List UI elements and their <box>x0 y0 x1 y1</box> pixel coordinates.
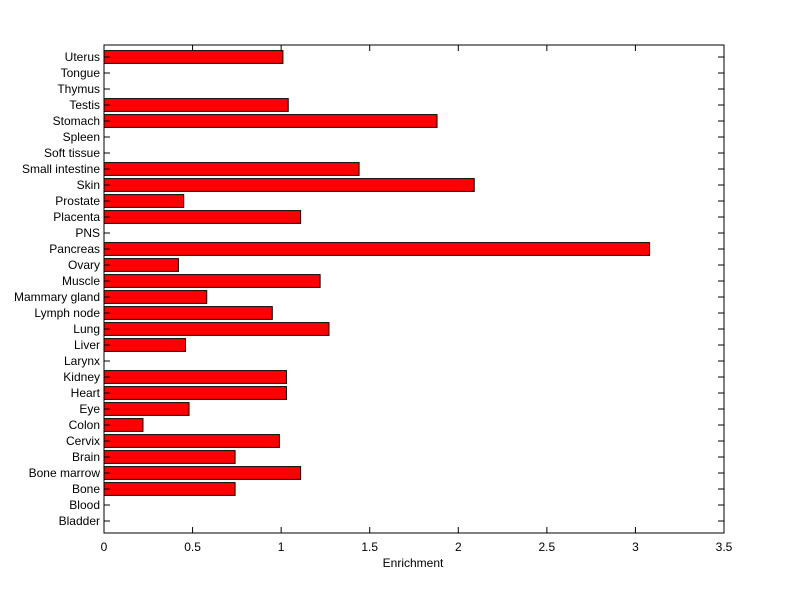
y-tick-label: Ovary <box>68 258 100 272</box>
x-tick-label: 0.5 <box>184 540 201 554</box>
bar-mammary-gland <box>103 290 208 304</box>
bar-lung <box>103 322 330 336</box>
y-tick-label: Kidney <box>63 370 100 384</box>
y-tick-label: Bone <box>72 482 100 496</box>
y-tick-label: Tongue <box>61 66 101 80</box>
bar-bone-marrow <box>103 466 302 480</box>
x-tick-label: 0 <box>101 540 108 554</box>
x-tick-label: 1.5 <box>361 540 378 554</box>
x-tick-label: 3.5 <box>716 540 733 554</box>
y-tick-label: Soft tissue <box>44 146 100 160</box>
y-tick-label: Lung <box>73 322 100 336</box>
bar-testis <box>103 98 289 112</box>
bar-liver <box>103 338 186 352</box>
bar-muscle <box>103 274 321 288</box>
bar-bone <box>103 482 236 496</box>
y-tick-label: Placenta <box>53 210 100 224</box>
plot-frame <box>103 44 725 534</box>
bar-skin <box>103 178 475 192</box>
bar-cervix <box>103 434 280 448</box>
bar-lymph-node <box>103 306 273 320</box>
y-tick-label: Bone marrow <box>29 466 101 480</box>
bar-brain <box>103 450 236 464</box>
bar-stomach <box>103 114 438 128</box>
x-tick-label: 2 <box>455 540 462 554</box>
bar-pancreas <box>103 242 651 256</box>
x-tick-label: 1 <box>278 540 285 554</box>
y-tick-label: Brain <box>72 450 100 464</box>
y-tick-label: Thymus <box>57 82 100 96</box>
bar-placenta <box>103 210 302 224</box>
y-tick-label: Mammary gland <box>14 290 100 304</box>
y-tick-label: Pancreas <box>49 242 100 256</box>
x-tick-labels: 0 0.5 1 1.5 2 2.5 3 3.5 <box>101 540 733 554</box>
bar-ovary <box>103 258 179 272</box>
y-tick-label: Heart <box>71 386 101 400</box>
y-tick-label: Testis <box>69 98 100 112</box>
bar-kidney <box>103 370 287 384</box>
x-tick-label: 3 <box>632 540 639 554</box>
y-tick-label: Larynx <box>64 354 100 368</box>
y-tick-label: Prostate <box>55 194 100 208</box>
y-tick-label: Uterus <box>65 50 100 64</box>
bar-small-intestine <box>103 162 360 176</box>
y-tick-label: Small intestine <box>22 162 100 176</box>
x-axis-label: Enrichment <box>383 556 444 570</box>
y-tick-label: Blood <box>69 498 100 512</box>
y-tick-labels: Uterus Tongue Thymus Testis Stomach Spleen Sof… <box>14 50 101 528</box>
y-tick-label: Muscle <box>62 274 100 288</box>
y-tick-label: Skin <box>77 178 100 192</box>
y-tick-label: Lymph node <box>34 306 100 320</box>
x-tick-label: 2.5 <box>539 540 556 554</box>
bar-eye <box>103 402 190 416</box>
bar-uterus <box>103 50 284 64</box>
y-tick-label: Cervix <box>66 434 100 448</box>
y-tick-label: Bladder <box>59 514 100 528</box>
y-tick-label: Spleen <box>63 130 100 144</box>
bar-heart <box>103 386 287 400</box>
y-tick-label: Stomach <box>53 114 100 128</box>
bar-prostate <box>103 194 185 208</box>
y-tick-label: Colon <box>69 418 100 432</box>
y-tick-label: Eye <box>79 402 100 416</box>
y-tick-label: Liver <box>74 338 100 352</box>
y-tick-label: PNS <box>75 226 100 240</box>
